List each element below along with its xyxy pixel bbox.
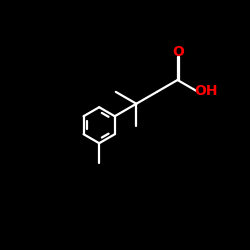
Text: O: O — [172, 45, 184, 59]
Text: OH: OH — [194, 84, 218, 98]
